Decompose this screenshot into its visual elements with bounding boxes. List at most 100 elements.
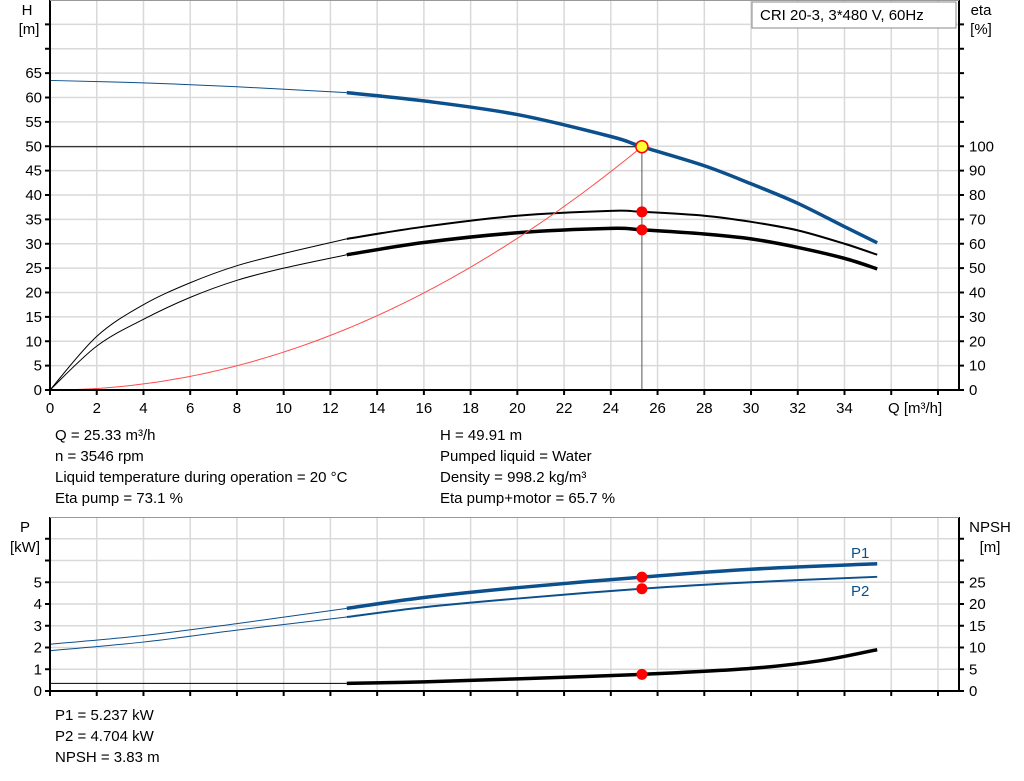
y-right-label-bottom-2: [m]: [980, 539, 1001, 556]
y-right-tick-label: 90: [969, 163, 986, 180]
x-tick-label: 28: [696, 400, 713, 417]
npsh-tick-label: 10: [969, 640, 986, 657]
y-right-tick-label: 10: [969, 358, 986, 375]
x-tick-label: 0: [46, 400, 54, 417]
y-left-tick-label: 15: [25, 309, 42, 326]
x-tick-label: 8: [233, 400, 241, 417]
info-q: Q = 25.33 m³/h: [55, 427, 155, 444]
top-grid: [50, 0, 959, 390]
title-box: [751, 1, 957, 29]
npsh-tick-label: 15: [969, 618, 986, 635]
y-left-tick-label: 40: [25, 187, 42, 204]
x-tick-label: 14: [369, 400, 386, 417]
series-H: [346, 90, 878, 245]
info-eta-pump: Eta pump = 73.1 %: [55, 490, 183, 507]
series-eta_pump_motor: [346, 226, 878, 271]
y-right-tick-label: 30: [969, 309, 986, 326]
series-eta_pump: [346, 209, 878, 256]
y-left-tick-label: 60: [25, 90, 42, 107]
npsh-tick-label: 25: [969, 574, 986, 591]
x-tick-label: 6: [186, 400, 194, 417]
x-tick-label: 30: [743, 400, 760, 417]
legend-p1: P1: [851, 545, 869, 562]
x-tick-label: 18: [462, 400, 479, 417]
npsh-tick-label: 5: [969, 661, 977, 678]
y-left-label-top-2: [m]: [19, 21, 40, 38]
info-eta-pump-motor: Eta pump+motor = 65.7 %: [440, 490, 615, 507]
y-right-tick-label: 80: [969, 187, 986, 204]
y-left-tick-label: 10: [25, 333, 42, 350]
eta-operating-point: [636, 206, 648, 218]
x-tick-label: 20: [509, 400, 526, 417]
npsh-tick-label: 0: [969, 683, 977, 700]
y-right-label-top-2: [%]: [970, 21, 992, 38]
eta-operating-point: [636, 224, 648, 236]
series-eta_pump_motor-extended: [49, 254, 347, 391]
series-P1: [346, 562, 878, 611]
y-left-tick-label: 30: [25, 236, 42, 253]
y-left-tick-label: 35: [25, 211, 42, 228]
series-system-curve: [49, 147, 641, 391]
x-tick-label: 22: [556, 400, 573, 417]
p2-operating-point: [636, 583, 648, 595]
info-p1: P1 = 5.237 kW: [55, 707, 155, 724]
y-left-label-bottom-1: P: [20, 519, 30, 536]
x-tick-label: 10: [275, 400, 292, 417]
x-tick-label: 24: [602, 400, 619, 417]
x-tick-label: 12: [322, 400, 339, 417]
axes: [45, 0, 964, 696]
info-temp: Liquid temperature during operation = 20…: [55, 469, 348, 486]
y-left-tick-label: 55: [25, 114, 42, 131]
x-tick-label: 16: [416, 400, 433, 417]
y-left-tick-label: 45: [25, 163, 42, 180]
tick-labels: 0 2 4 6 8 10 12 14 16 18 20 22 24 26 28 30 32 34051015202…: [25, 65, 994, 700]
p-tick-label: 0: [34, 683, 42, 700]
y-right-label-top-1: eta: [971, 2, 993, 19]
p-tick-label: 3: [34, 618, 42, 635]
p-tick-label: 1: [34, 661, 42, 678]
y-right-tick-label: 50: [969, 260, 986, 277]
info-liquid: Pumped liquid = Water: [440, 448, 592, 465]
y-left-tick-label: 65: [25, 65, 42, 82]
p-tick-label: 5: [34, 574, 42, 591]
y-right-tick-label: 70: [969, 211, 986, 228]
series-P2: [346, 575, 878, 619]
y-right-tick-label: 0: [969, 382, 977, 399]
p-tick-label: 4: [34, 596, 42, 613]
info-npsh: NPSH = 3.83 m: [55, 749, 160, 766]
p1-operating-point: [636, 571, 648, 583]
y-left-tick-label: 50: [25, 138, 42, 155]
npsh-tick-label: 20: [969, 596, 986, 613]
y-right-tick-label: 60: [969, 236, 986, 253]
legend-p2: P2: [851, 583, 869, 600]
npsh-operating-point: [636, 668, 648, 680]
x-tick-label: 32: [789, 400, 806, 417]
y-left-tick-label: 5: [34, 358, 42, 375]
p-tick-label: 2: [34, 640, 42, 657]
y-left-label-top-1: H: [22, 2, 33, 19]
series-P1-extended: [49, 607, 347, 645]
y-left-tick-label: 25: [25, 260, 42, 277]
x-tick-label: 2: [93, 400, 101, 417]
y-right-tick-label: 20: [969, 333, 986, 350]
y-right-label-bottom-1: NPSH: [969, 519, 1011, 536]
y-left-tick-label: 20: [25, 285, 42, 302]
series-P2-extended: [49, 616, 347, 652]
x-tick-label: 26: [649, 400, 666, 417]
y-right-tick-label: 100: [969, 138, 994, 155]
info-top: Q = 25.33 m³/h n = 3546 rpm Liquid tempe…: [55, 427, 615, 507]
bottom-grid: [50, 517, 959, 691]
info-n: n = 3546 rpm: [55, 448, 144, 465]
x-axis-label: Q [m³/h]: [888, 400, 942, 417]
chart-title: CRI 20-3, 3*480 V, 60Hz: [760, 7, 924, 24]
series-H-extended: [49, 79, 347, 94]
info-h: H = 49.91 m: [440, 427, 522, 444]
head-operating-point: [635, 139, 649, 154]
info-density: Density = 998.2 kg/m³: [440, 469, 586, 486]
y-left-label-bottom-2: [kW]: [10, 539, 40, 556]
info-p2: P2 = 4.704 kW: [55, 728, 155, 745]
x-tick-label: 34: [836, 400, 853, 417]
info-bottom: P1 = 5.237 kW P2 = 4.704 kW NPSH = 3.83 …: [55, 707, 160, 766]
y-left-tick-label: 0: [34, 382, 42, 399]
